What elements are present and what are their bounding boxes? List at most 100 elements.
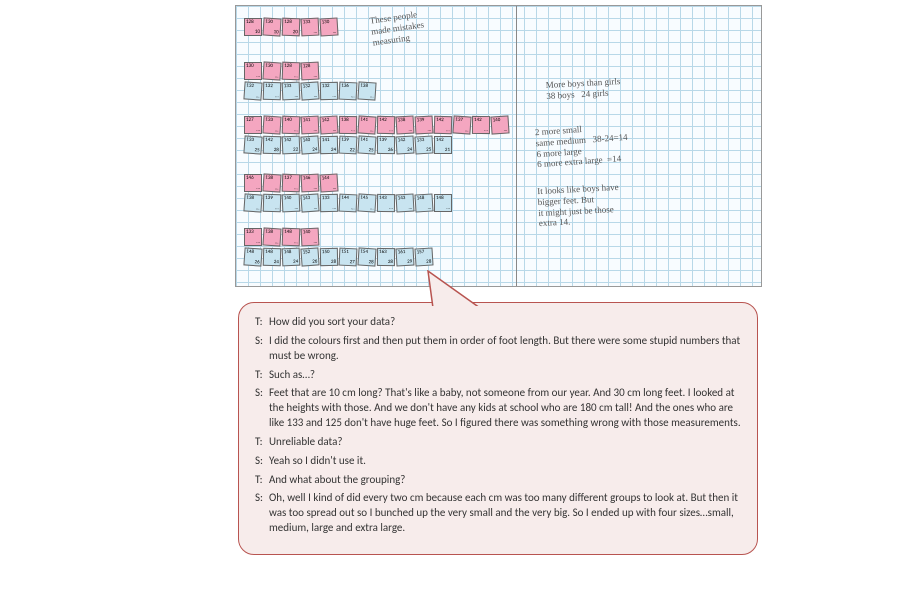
dialogue-bubble: T:How did you sort your data?S:I did the… bbox=[238, 302, 758, 555]
data-tile-pink: 138... bbox=[395, 115, 414, 134]
speaker-label: S: bbox=[255, 454, 269, 469]
data-tile-pink: 138... bbox=[262, 173, 281, 192]
speaker-label: S: bbox=[255, 491, 269, 536]
data-tile-pink: 140... bbox=[301, 228, 320, 247]
data-tile-blue: 143... bbox=[396, 194, 415, 213]
data-tile-pink: 128... bbox=[282, 62, 301, 81]
data-tile-blue: 14222 bbox=[282, 136, 301, 155]
data-tile-blue: 13926 bbox=[377, 136, 395, 154]
data-tile-pink: 142... bbox=[472, 116, 490, 134]
dialogue-line: S:Feet that are 10 cm long? That's like … bbox=[255, 386, 741, 431]
data-tile-pink: 148... bbox=[282, 228, 301, 247]
data-tile-pink: 146... bbox=[244, 174, 262, 192]
data-tile-blue: 14124 bbox=[320, 136, 338, 154]
speaker-label: T: bbox=[255, 368, 269, 383]
dialogue-text: How did you sort your data? bbox=[269, 315, 741, 330]
data-tile-blue: 15028 bbox=[320, 248, 338, 266]
data-tile-blue: 143... bbox=[377, 194, 395, 212]
annotation-mistakes: These people made mistakes measuring bbox=[369, 8, 426, 47]
data-tile-pink: 141... bbox=[357, 115, 376, 134]
data-tile-pink: 140... bbox=[282, 116, 301, 135]
annotation-boys-girls: More boys than girls 38 boys 24 girls bbox=[545, 76, 621, 101]
data-tile-pink: 141... bbox=[301, 116, 320, 135]
dialogue-text: I did the colours first and then put the… bbox=[269, 334, 741, 364]
dialogue-text: Oh, well I kind of did every two cm beca… bbox=[269, 491, 741, 536]
data-tile-blue: 15728 bbox=[414, 247, 433, 266]
data-tile-blue: 15127 bbox=[339, 248, 358, 267]
data-tile-pink: 138... bbox=[339, 116, 357, 134]
dialogue-line: T:Such as…? bbox=[255, 368, 741, 383]
notebook-grid: 128101301012820133...130...130...130...1… bbox=[235, 5, 762, 287]
data-tile-blue: 138... bbox=[243, 193, 262, 212]
data-tile-pink: 138... bbox=[262, 227, 281, 246]
data-tile-pink: 137... bbox=[282, 174, 301, 193]
data-tile-blue: 14224 bbox=[396, 136, 415, 155]
data-tile-blue: 15226 bbox=[300, 247, 319, 266]
data-tile-blue: 140... bbox=[282, 194, 301, 213]
data-tile-blue: 136... bbox=[339, 82, 358, 101]
data-tile-pink: 142... bbox=[434, 116, 453, 135]
data-tile-blue: 132... bbox=[263, 82, 282, 101]
notebook-spine bbox=[516, 6, 517, 286]
dialogue-line: S:Yeah so I didn't use it. bbox=[255, 454, 741, 469]
data-tile-blue: 14024 bbox=[300, 135, 319, 154]
data-tile-pink: 146... bbox=[301, 174, 320, 193]
data-tile-pink: 127... bbox=[244, 116, 262, 134]
data-tile-blue: 14826 bbox=[243, 247, 262, 266]
dialogue-line: T:How did you sort your data? bbox=[255, 315, 741, 330]
data-tile-pink: 144... bbox=[319, 173, 338, 192]
data-tile-blue: 133... bbox=[320, 194, 338, 212]
data-tile-pink: 142... bbox=[319, 115, 338, 134]
data-tile-pink: 130... bbox=[262, 61, 281, 80]
data-tile-pink: 140... bbox=[490, 115, 509, 134]
data-tile-blue: 13325 bbox=[243, 135, 262, 154]
data-tile-blue: 132... bbox=[300, 81, 319, 100]
data-tile-blue: 13325 bbox=[414, 135, 433, 154]
data-tile-blue: 148... bbox=[414, 193, 433, 212]
speech-tail bbox=[425, 270, 495, 313]
data-tile-blue: 133... bbox=[282, 82, 301, 101]
data-tile-blue: 138... bbox=[357, 81, 376, 100]
data-tile-blue: 144... bbox=[339, 194, 358, 213]
speaker-label: S: bbox=[255, 334, 269, 364]
data-tile-blue: 14824 bbox=[282, 248, 301, 267]
dialogue-text: Unreliable data? bbox=[269, 435, 741, 450]
speaker-label: T: bbox=[255, 315, 269, 330]
data-tile-pink: 133... bbox=[301, 18, 320, 37]
speaker-label: S: bbox=[255, 386, 269, 431]
data-tile-pink: 139... bbox=[415, 116, 434, 135]
dialogue-line: T:And what about the grouping? bbox=[255, 473, 741, 488]
data-tile-pink: 130... bbox=[244, 62, 262, 80]
data-tile-blue: 139... bbox=[263, 194, 282, 213]
dialogue-line: S:Oh, well I kind of did every two cm be… bbox=[255, 491, 741, 536]
data-tile-blue: 14125 bbox=[357, 135, 376, 154]
data-tile-pink: 142... bbox=[377, 116, 395, 134]
dialogue-line: T:Unreliable data? bbox=[255, 435, 741, 450]
data-tile-blue: 14824 bbox=[263, 248, 282, 267]
dialogue-text: Yeah so I didn't use it. bbox=[269, 454, 741, 469]
data-tile-blue: 143... bbox=[300, 193, 319, 212]
data-tile-blue: 13922 bbox=[339, 136, 358, 155]
data-tile-pink: 128... bbox=[301, 62, 320, 81]
data-tile-blue: 16328 bbox=[377, 248, 395, 266]
data-tile-blue: 15428 bbox=[357, 247, 376, 266]
data-tile-pink: 133... bbox=[244, 228, 262, 246]
data-tile-blue: 148... bbox=[434, 194, 452, 212]
speaker-label: T: bbox=[255, 473, 269, 488]
data-tile-blue: 145... bbox=[357, 193, 376, 212]
data-tile-blue: 132... bbox=[243, 81, 262, 100]
dialogue-line: S:I did the colours first and then put t… bbox=[255, 334, 741, 364]
dialogue-text: Feet that are 10 cm long? That's like a … bbox=[269, 386, 741, 431]
data-tile-pink: 12810 bbox=[244, 18, 262, 36]
data-tile-pink: 12820 bbox=[282, 18, 301, 37]
speaker-label: T: bbox=[255, 435, 269, 450]
data-tile-blue: 16129 bbox=[396, 248, 415, 267]
data-tile-blue: 14228 bbox=[263, 136, 282, 155]
data-tile-blue: 14221 bbox=[434, 136, 452, 154]
data-tile-pink: 130... bbox=[319, 17, 338, 36]
dialogue-text: Such as…? bbox=[269, 368, 741, 383]
data-tile-pink: 13010 bbox=[262, 17, 281, 36]
data-tile-pink: 137... bbox=[452, 115, 471, 134]
annotation-conclusion: It looks like boys have bigger feet. But… bbox=[537, 182, 621, 229]
data-tile-blue: 132... bbox=[320, 82, 338, 100]
